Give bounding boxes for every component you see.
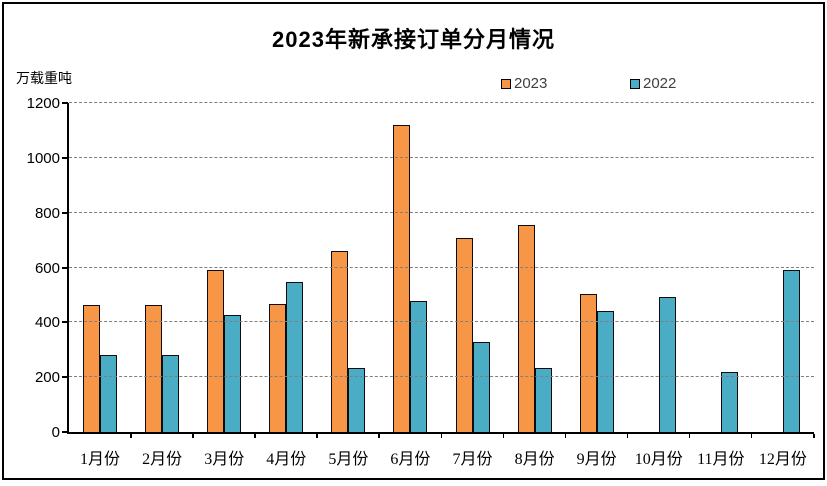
y-tick-label-800: 800 — [34, 204, 60, 222]
y-tickmark-1000 — [62, 156, 68, 159]
x-tick-label-1月份: 1月份 — [80, 451, 121, 468]
bar-2023-2月份 — [145, 304, 163, 432]
legend-label-2023: 2023 — [514, 75, 548, 92]
bar-group-5月份 — [317, 103, 379, 432]
x-tickmark-6 — [440, 434, 442, 438]
bar-2022-6月份 — [410, 300, 428, 432]
y-tick-label-200: 200 — [34, 369, 60, 387]
x-tickmark-7 — [502, 434, 505, 438]
y-axis-unit-label: 万载重吨 — [16, 70, 72, 86]
bar-2022-9月份 — [596, 310, 614, 432]
legend-swatch-2022 — [630, 78, 640, 89]
x-tick-label-3月份: 3月份 — [204, 451, 245, 468]
x-tickmark-10 — [688, 434, 691, 438]
gridline-1200 — [69, 102, 814, 103]
x-tickmark-2 — [192, 434, 194, 438]
x-tickmark-3 — [254, 434, 256, 438]
gridline-1000 — [69, 156, 814, 158]
gridline-200 — [69, 376, 814, 378]
bar-2023-1月份 — [83, 305, 101, 432]
bar-group-7月份 — [441, 103, 503, 432]
x-tick-label-10月份: 10月份 — [634, 451, 683, 468]
x-tickmark-12 — [813, 434, 815, 438]
x-tick-label-8月份: 8月份 — [514, 451, 555, 468]
x-tickmark-9 — [626, 434, 629, 438]
x-tickmark-4 — [316, 434, 318, 438]
bar-2022-7月份 — [472, 342, 490, 432]
bar-group-1月份 — [69, 103, 131, 432]
bar-group-12月份 — [752, 103, 814, 432]
x-tickmark-5 — [378, 434, 380, 438]
y-tick-label-1000: 1000 — [26, 149, 60, 167]
bar-2022-1月份 — [100, 354, 118, 432]
x-tick-label-11月份: 11月份 — [697, 451, 745, 468]
bar-2023-5月份 — [331, 251, 349, 432]
y-axis-labels: 0 200 400 600 800 1000 1200 — [4, 96, 60, 441]
gridline-400 — [69, 321, 814, 323]
y-tickmark-400 — [62, 321, 68, 324]
bar-2023-6月份 — [393, 124, 411, 432]
bar-2023-3月份 — [207, 269, 225, 432]
legend-label-2022: 2022 — [643, 75, 677, 92]
chart-frame: 2023年新承接订单分月情况 万载重吨 2023 2022 0 200 400 600… — [2, 2, 825, 480]
legend-item-2022: 2022 — [630, 75, 676, 92]
legend-swatch-2023 — [501, 78, 511, 89]
bar-2022-2月份 — [162, 354, 180, 432]
y-tickmark-1200 — [62, 102, 68, 104]
plot-area — [62, 102, 815, 438]
legend-item-2023: 2023 — [501, 75, 547, 92]
bar-2023-4月份 — [269, 303, 287, 432]
x-tick-label-12月份: 12月份 — [758, 451, 807, 468]
x-axis-labels: 1月份 2月份 3月份 4月份 5月份 6月份 7月份 8月份 9月份 10月份 11月份 12月份 — [69, 445, 814, 469]
bar-group-2月份 — [131, 103, 193, 432]
bar-2022-8月份 — [534, 367, 552, 432]
chart-title: 2023年新承接订单分月情况 — [272, 27, 555, 52]
bar-group-3月份 — [193, 103, 255, 432]
y-tick-label-1200: 1200 — [26, 95, 60, 112]
x-tick-label-4月份: 4月份 — [266, 451, 307, 468]
bar-2022-3月份 — [224, 314, 242, 432]
x-tickmark-11 — [750, 434, 753, 438]
bar-2023-8月份 — [517, 225, 535, 432]
y-tick-label-400: 400 — [34, 314, 60, 332]
bar-2023-9月份 — [579, 293, 597, 432]
y-tick-label-600: 600 — [34, 259, 60, 277]
gridline-800 — [69, 211, 814, 213]
bar-group-10月份 — [628, 103, 690, 432]
bar-group-4月份 — [255, 103, 317, 432]
bar-2022-11月份 — [720, 371, 738, 432]
x-tick-label-5月份: 5月份 — [328, 451, 369, 468]
bar-group-6月份 — [379, 103, 441, 432]
x-tick-label-7月份: 7月份 — [452, 451, 493, 468]
bar-2022-12月份 — [782, 269, 800, 432]
x-tickmark-8 — [564, 434, 567, 438]
bar-2023-7月份 — [455, 237, 473, 432]
x-tickmark-1 — [130, 434, 132, 438]
y-tickmark-0 — [62, 431, 68, 433]
x-tick-label-2月份: 2月份 — [142, 451, 183, 468]
bar-2022-10月份 — [658, 296, 676, 432]
x-tick-label-6月份: 6月份 — [390, 451, 431, 468]
y-tickmark-800 — [62, 211, 68, 214]
gridline-600 — [69, 266, 814, 268]
bar-groups — [69, 103, 814, 432]
bar-group-11月份 — [690, 103, 752, 432]
bar-group-8月份 — [504, 103, 566, 432]
bar-2022-5月份 — [348, 368, 366, 432]
x-tick-label-9月份: 9月份 — [576, 451, 617, 468]
bar-group-9月份 — [566, 103, 628, 432]
y-tickmark-200 — [62, 376, 68, 379]
y-tick-label-0: 0 — [51, 424, 60, 441]
bar-2022-4月份 — [286, 281, 304, 432]
y-tickmark-600 — [62, 266, 68, 269]
